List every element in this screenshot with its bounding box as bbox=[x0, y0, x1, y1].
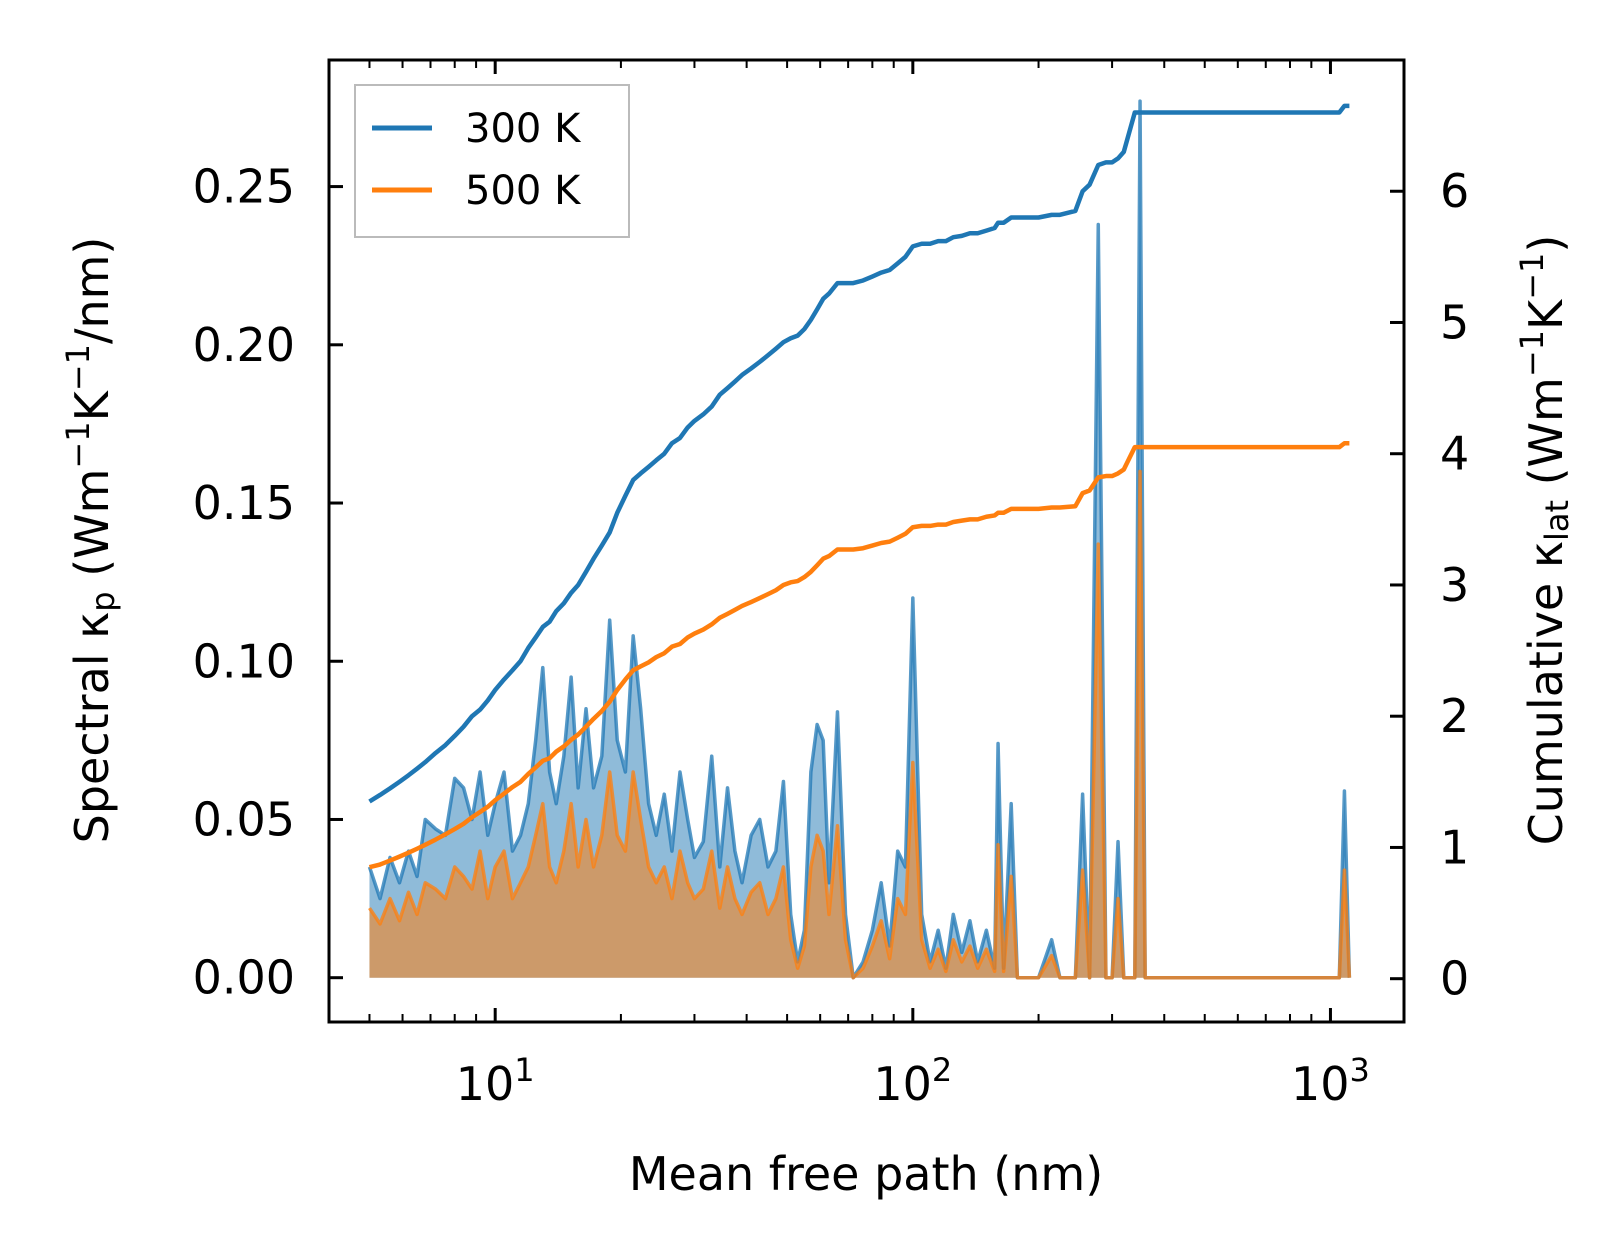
plot-frame bbox=[327, 58, 1406, 1024]
y-tick-label: 0.05 bbox=[193, 792, 295, 846]
y2-tick-label: 4 bbox=[1440, 427, 1469, 481]
spectral-fill-500k bbox=[369, 471, 1350, 978]
legend-label-500k: 500 K bbox=[465, 168, 582, 214]
cumulative-line-300k bbox=[368, 103, 1350, 804]
y2-tick-labels: 0 1 2 3 4 5 6 bbox=[1440, 164, 1469, 1005]
spectral-fills bbox=[369, 101, 1350, 978]
x-tick-label: 101 bbox=[456, 1051, 535, 1111]
spectral-line-300k bbox=[367, 99, 1352, 980]
y2-tick-label: 0 bbox=[1440, 952, 1469, 1006]
y2-axis-label: Cumulative κlat (Wm−1K−1) bbox=[1513, 235, 1576, 846]
cumulative-lines bbox=[368, 103, 1350, 870]
legend-box bbox=[354, 84, 630, 238]
x-tick-labels: 101 102 103 bbox=[456, 1051, 1370, 1111]
legend-label-300k: 300 K bbox=[465, 106, 582, 152]
y-tick-label: 0.15 bbox=[193, 476, 295, 530]
y-tick-label: 0.20 bbox=[193, 318, 295, 372]
y2-tick-label: 5 bbox=[1440, 295, 1469, 349]
x-tick-label: 102 bbox=[873, 1051, 952, 1111]
y-tick-label: 0.00 bbox=[193, 951, 295, 1005]
ticks bbox=[328, 60, 1404, 1022]
x-tick-label: 103 bbox=[1291, 1051, 1370, 1111]
x-axis-label: Mean free path (nm) bbox=[629, 1147, 1103, 1201]
spectral-fill-300k bbox=[369, 101, 1350, 978]
cumulative-line-500k bbox=[368, 440, 1350, 870]
y-tick-labels: 0.00 0.05 0.10 0.15 0.20 0.25 bbox=[193, 160, 295, 1005]
y-tick-label: 0.25 bbox=[193, 160, 295, 214]
spectral-lines bbox=[367, 99, 1352, 980]
y2-tick-label: 2 bbox=[1440, 689, 1469, 743]
y2-tick-label: 3 bbox=[1440, 558, 1469, 612]
y-tick-label: 0.10 bbox=[193, 634, 295, 688]
legend: 300 K 500 K bbox=[354, 84, 630, 238]
y2-tick-label: 6 bbox=[1440, 164, 1469, 218]
y2-tick-label: 1 bbox=[1440, 820, 1469, 874]
spectral-line-500k bbox=[368, 469, 1352, 980]
y-axis-label: Spectral κp (Wm−1K−1/nm) bbox=[59, 237, 122, 844]
